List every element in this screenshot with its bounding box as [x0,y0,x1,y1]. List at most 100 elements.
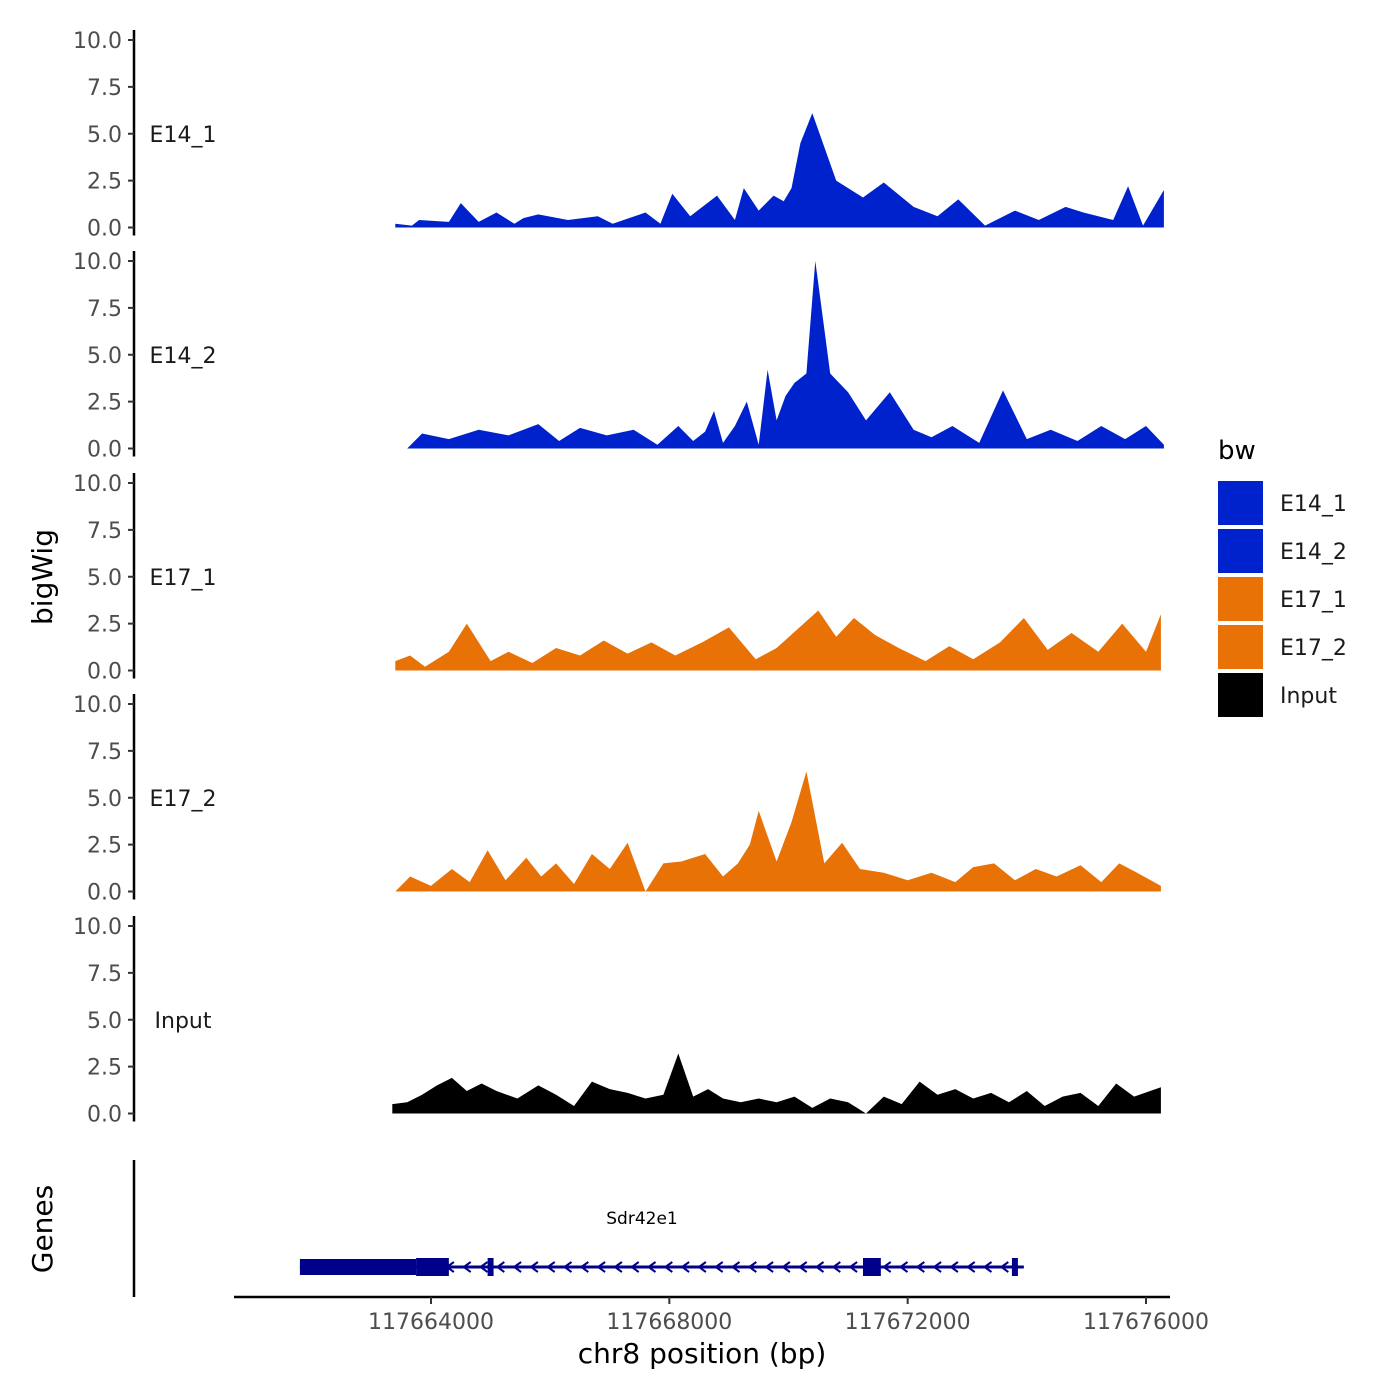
legend-label-E14_2: E14_2 [1280,540,1347,565]
y-tick-label: 7.5 [87,297,122,322]
strand-arrow [629,1261,640,1273]
strand-arrow [663,1261,673,1273]
strand-arrow [881,1261,892,1273]
strand-arrow [713,1261,724,1273]
y-tick-label: 5.0 [87,566,122,591]
strand-arrow [478,1261,489,1273]
y-tick-label: 10.0 [73,29,122,54]
y-tick-label: 2.5 [87,834,122,859]
x-tick-label: 117664000 [368,1310,494,1335]
strand-arrow [915,1261,925,1273]
strand-arrow [898,1261,909,1273]
x-tick-label: 117676000 [1083,1310,1209,1335]
y-tick-label: 7.5 [87,740,122,765]
track-label-Input: Input [155,1009,212,1034]
strand-arrow [814,1261,825,1273]
y-tick-label: 0.0 [87,217,122,242]
signal-area-E17_2 [395,771,1161,892]
strand-arrow [747,1261,757,1273]
legend-swatch-E14_2 [1218,529,1263,573]
strand-arrow [932,1261,942,1273]
strand-arrow [781,1261,791,1273]
y-tick-label: 5.0 [87,787,122,812]
y-tick-label: 7.5 [87,962,122,987]
legend-label-E17_1: E17_1 [1280,588,1347,613]
track-label-E17_2: E17_2 [150,787,217,812]
track-E17_2: 0.0 2.5 5.0 7.5 10.0 E17_2 [73,693,1161,906]
track-label-E17_1: E17_1 [150,566,217,591]
track-E17_1: 0.0 2.5 5.0 7.5 10.0 E17_1 [73,472,1161,685]
y-tick-label: 2.5 [87,391,122,416]
strand-arrow [999,1261,1009,1273]
legend-swatch-Input [1218,673,1263,717]
y-tick-label: 7.5 [87,76,122,101]
y-tick-label: 5.0 [87,344,122,369]
strand-arrow [831,1261,841,1273]
strand-arrow [495,1261,505,1273]
strand-arrow [680,1261,690,1273]
y-axis-title: bigWig [26,529,59,625]
track-label-E14_1: E14_1 [150,123,217,148]
strand-arrow [949,1261,959,1273]
y-tick-label: 2.5 [87,170,122,195]
strand-arrow [562,1261,573,1273]
signal-area-E14_2 [407,261,1164,449]
track-E14_1: 0.0 2.5 5.0 7.5 10.0 E14_1 [73,29,1164,242]
gene-exon [1011,1258,1018,1276]
signal-area-Input [392,1053,1161,1114]
tracks-layer: 0.0 2.5 5.0 7.5 10.0 E14_1 0.0 2.5 5.0 7.5 10.0 E14… [73,29,1164,1128]
x-tick-label: 117668000 [606,1310,732,1335]
y-tick-label: 0.0 [87,660,122,685]
legend-label-E17_2: E17_2 [1280,636,1347,661]
x-tick-label: 117672000 [845,1310,971,1335]
y-tick-label: 2.5 [87,613,122,638]
strand-arrow [982,1261,993,1273]
track-Input: 0.0 2.5 5.0 7.5 10.0 Input [73,915,1161,1128]
strand-arrow [613,1261,623,1273]
genes-panel: Sdr42e1 [132,1160,1024,1297]
x-axis: 117664000 117668000 117672000 117676000 [234,1295,1209,1335]
track-label-E14_2: E14_2 [150,344,217,369]
legend-title: bw [1218,436,1256,466]
track-E14_2: 0.0 2.5 5.0 7.5 10.0 E14_2 [73,250,1164,463]
strand-arrow [579,1261,589,1273]
y-tick-label: 10.0 [73,472,122,497]
y-tick-label: 5.0 [87,123,122,148]
genes-axis-title: Genes [26,1185,59,1273]
y-tick-label: 5.0 [87,1009,122,1034]
legend-swatch-E17_1 [1218,577,1263,621]
strand-arrow [965,1261,976,1273]
y-tick-label: 0.0 [87,881,122,906]
strand-arrow [697,1261,707,1273]
gene-exon [299,1259,417,1275]
strand-arrow [730,1261,741,1273]
strand-arrow [512,1261,522,1273]
gene-exon [862,1258,881,1276]
gene-name-label: Sdr42e1 [606,1209,677,1229]
legend-label-E14_1: E14_1 [1280,492,1347,517]
y-tick-label: 10.0 [73,250,122,275]
legend-label-Input: Input [1280,684,1337,709]
strand-arrow [646,1261,657,1273]
signal-area-E14_1 [395,113,1164,228]
y-tick-label: 10.0 [73,693,122,718]
strand-arrow [797,1261,808,1273]
y-tick-label: 10.0 [73,915,122,940]
y-tick-label: 0.0 [87,438,122,463]
y-tick-label: 0.0 [87,1103,122,1128]
legend-swatch-E14_1 [1218,481,1263,525]
strand-arrow [764,1261,774,1273]
strand-arrow [848,1261,858,1273]
gene-exon [487,1258,494,1276]
y-tick-label: 2.5 [87,1056,122,1081]
strand-arrow [461,1261,472,1273]
strand-arrow [529,1261,539,1273]
y-tick-label: 7.5 [87,519,122,544]
strand-arrow [596,1261,606,1273]
strand-arrow [545,1261,556,1273]
signal-area-E17_1 [395,610,1161,671]
legend-swatch-E17_2 [1218,625,1263,669]
x-axis-title: chr8 position (bp) [578,1337,827,1370]
gene-exon [416,1258,449,1276]
